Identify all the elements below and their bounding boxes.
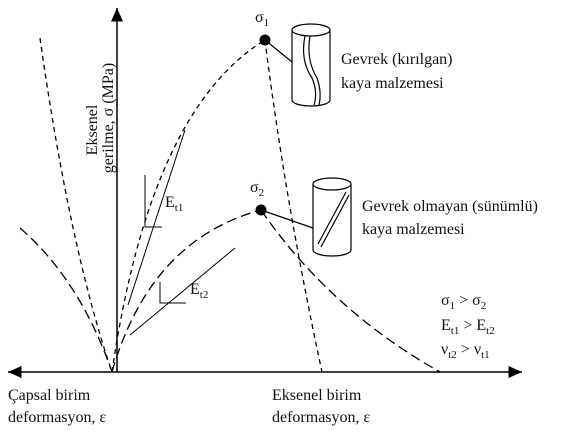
subscript: 2 — [259, 187, 265, 199]
label: deformasyon, ε — [272, 409, 371, 426]
label: kaya malzemesi — [341, 75, 444, 92]
label: deformasyon, ε — [8, 409, 107, 426]
subscript: t2 — [200, 289, 209, 301]
modulus-label: Et1 — [165, 194, 183, 214]
cylinder — [291, 30, 331, 107]
ductile-curves — [19, 209, 441, 373]
tangents — [127, 129, 236, 336]
label: Gevrek (kırılgan) — [341, 51, 453, 68]
slope-triangle — [159, 282, 186, 304]
text-part: > ν — [457, 341, 481, 358]
comparison: Et1 > Et2 — [441, 317, 495, 337]
y-axis-label: gerilme, σ (MPa) — [100, 63, 117, 173]
label: kaya malzemesi — [362, 221, 465, 238]
text-part: ν — [441, 341, 448, 358]
subscript: t2 — [486, 325, 495, 337]
tangent — [129, 247, 236, 336]
brittle-curves — [39, 37, 323, 373]
text-part: > σ — [455, 292, 481, 309]
subscript: t1 — [451, 325, 460, 337]
comparison: νt2 > νt1 — [441, 341, 490, 361]
tangent — [127, 129, 186, 306]
subscript: t2 — [448, 349, 457, 361]
peak-label: σ1 — [255, 9, 269, 29]
peak-label: σ2 — [250, 179, 264, 199]
text-part: σ — [255, 9, 264, 26]
subscript: t1 — [175, 202, 184, 214]
text-part: E — [441, 317, 451, 334]
text-part: E — [190, 281, 200, 298]
cylinder-top — [312, 177, 352, 191]
label: Gevrek olmayan (sünümlü) — [362, 198, 538, 215]
subscript: 1 — [264, 17, 270, 29]
comparison: σ1 > σ2 — [441, 292, 486, 312]
subscript: t1 — [481, 349, 490, 361]
slope-triangle — [144, 175, 162, 228]
label: Eksenel birim — [272, 387, 362, 404]
text-part: E — [165, 194, 175, 211]
fracture — [302, 35, 321, 106]
curve — [264, 39, 323, 373]
y-axis-label: Eksenel — [84, 104, 101, 155]
text-part: σ — [441, 292, 450, 309]
curve — [260, 209, 441, 373]
subscript: 1 — [450, 300, 456, 312]
curve — [111, 39, 266, 373]
shear-band — [317, 191, 350, 248]
curve — [19, 227, 113, 373]
curve — [111, 209, 262, 373]
axes — [7, 8, 522, 378]
labels: Eksenel gerilme, σ (MPa) Çapsal birim defor… — [8, 9, 538, 426]
leader — [260, 209, 314, 229]
modulus-label: Et2 — [190, 281, 208, 301]
specimens — [260, 23, 352, 257]
cylinder-top — [291, 23, 331, 37]
text-part: σ — [250, 179, 259, 196]
cylinder — [312, 184, 352, 257]
subscript: 2 — [481, 300, 487, 312]
leader — [264, 39, 293, 63]
text-part: > E — [459, 317, 486, 334]
label: Çapsal birim — [8, 387, 91, 404]
curve — [39, 37, 113, 373]
